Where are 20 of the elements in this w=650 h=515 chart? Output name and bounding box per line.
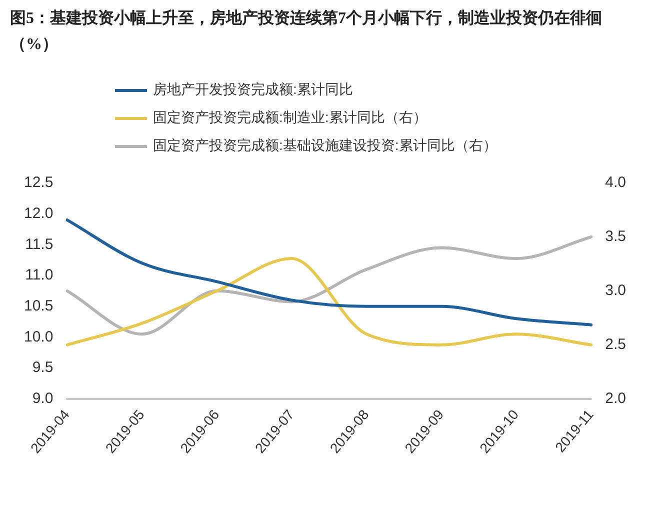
y2-tick-label: 2.0 [605, 390, 626, 407]
y-tick-label: 12.5 [24, 174, 54, 192]
y-tick-label: 10.5 [24, 297, 54, 314]
legend-label: 房地产开发投资完成额:累计同比 [153, 81, 353, 99]
line-series [66, 235, 593, 336]
legend-label: 固定资产投资完成额:制造业:累计同比（右） [153, 109, 427, 127]
y2-tick-label: 4.0 [605, 174, 626, 192]
y2-tick-label: 2.5 [605, 336, 626, 354]
chart-title: 图5：基建投资小幅上升至，房地产投资连续第7个月小幅下行，制造业投资仍在徘徊（%） [10, 8, 603, 55]
y2-tick-label: 3.0 [605, 282, 626, 300]
y2-tick-label: 3.5 [605, 228, 626, 246]
line-series [66, 218, 593, 326]
y-tick-label: 9.5 [32, 359, 54, 376]
y-tick-label: 11.5 [25, 236, 54, 253]
y-tick-label: 11.0 [25, 266, 54, 284]
y-tick-label: 9.0 [32, 390, 54, 407]
line-series [66, 257, 593, 346]
y-tick-label: 10.0 [24, 328, 54, 346]
legend-label: 固定资产投资完成额:基础设施建设投资:累计同比（右） [153, 137, 497, 155]
y-tick-label: 12.0 [24, 204, 54, 222]
